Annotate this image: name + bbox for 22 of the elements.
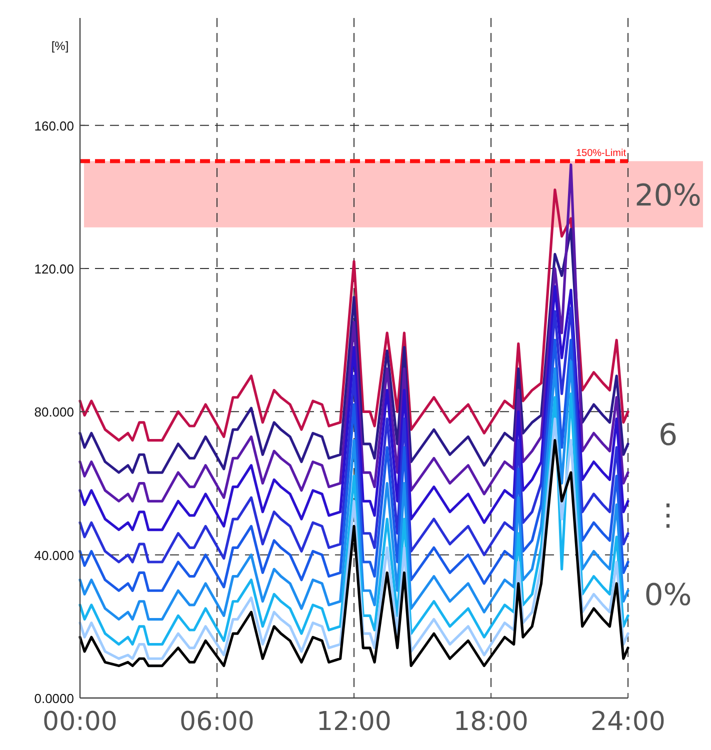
x-tick-label: 00:00 (42, 707, 118, 737)
y-tick-label: 40.000 (34, 548, 74, 563)
y-axis-title: [%] (51, 39, 69, 53)
text: ⋮ (653, 498, 683, 533)
y-tick-label: 0.0000 (34, 691, 74, 706)
line-series (78, 285, 630, 532)
x-tick-label: 18:00 (454, 707, 528, 737)
x-tick-label: 12:00 (316, 707, 392, 737)
line-series (78, 306, 630, 564)
line-series (78, 338, 630, 592)
line-series (78, 163, 630, 502)
x-tick-label: 24:00 (590, 707, 666, 737)
y-tick-label: 80.000 (34, 404, 74, 420)
text: 6 (658, 418, 678, 453)
band-label: 20% (634, 178, 702, 214)
y-tick-label: 160.00 (34, 118, 74, 134)
line-series (78, 188, 630, 442)
x-tick-label: 06:00 (180, 707, 254, 737)
ref-line-label: 150%-Limit (576, 148, 626, 160)
text: 0% (644, 578, 692, 613)
line-series (78, 360, 630, 621)
y-tick-label: 120.00 (34, 262, 74, 277)
